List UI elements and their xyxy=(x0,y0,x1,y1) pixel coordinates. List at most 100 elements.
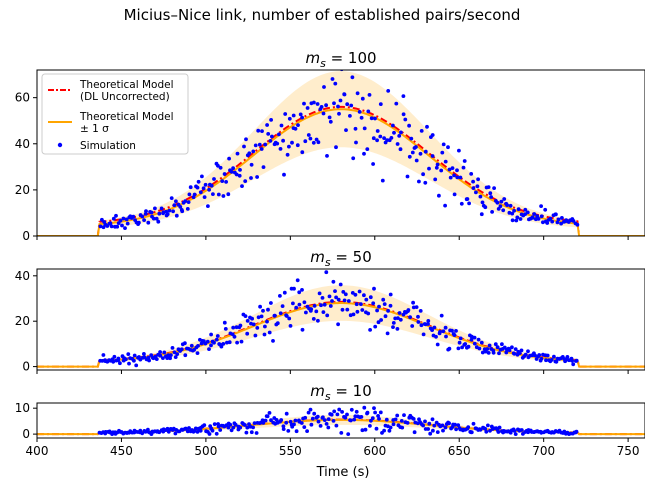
simulation-point xyxy=(111,359,116,364)
simulation-point xyxy=(237,173,242,178)
simulation-point xyxy=(261,308,265,313)
simulation-point xyxy=(206,204,210,209)
simulation-point xyxy=(565,355,570,359)
simulation-point xyxy=(333,81,338,86)
simulation-point xyxy=(266,132,271,136)
x-tick-label: 450 xyxy=(110,444,133,458)
simulation-point xyxy=(343,415,348,420)
y-tick-label: 0 xyxy=(22,229,30,243)
simulation-point xyxy=(354,302,359,307)
simulation-point xyxy=(174,199,178,204)
simulation-point xyxy=(311,140,316,145)
simulation-point xyxy=(341,290,346,294)
simulation-point xyxy=(403,117,408,122)
simulation-point xyxy=(292,422,296,427)
simulation-point xyxy=(539,356,544,361)
simulation-point xyxy=(259,314,264,319)
simulation-point xyxy=(138,428,143,433)
simulation-point xyxy=(259,147,264,151)
x-axis-label: Time (s) xyxy=(316,465,370,480)
simulation-point xyxy=(453,422,457,427)
simulation-point xyxy=(497,351,501,356)
simulation-point xyxy=(140,431,145,436)
simulation-point xyxy=(258,304,262,309)
simulation-point xyxy=(253,143,258,148)
simulation-point xyxy=(465,197,470,201)
simulation-point xyxy=(438,330,442,334)
simulation-point xyxy=(221,194,226,198)
simulation-point xyxy=(355,309,360,314)
simulation-point xyxy=(211,192,215,197)
simulation-point xyxy=(414,158,419,163)
simulation-point xyxy=(327,294,332,299)
simulation-point xyxy=(452,333,457,337)
simulation-point xyxy=(410,150,415,155)
simulation-point xyxy=(252,421,257,425)
simulation-point xyxy=(495,200,500,205)
simulation-point xyxy=(172,350,177,355)
simulation-point xyxy=(512,429,517,433)
simulation-point xyxy=(101,353,106,357)
simulation-point xyxy=(458,175,463,180)
x-tick-label: 550 xyxy=(279,444,302,458)
simulation-point xyxy=(333,289,337,293)
simulation-point xyxy=(192,348,197,352)
simulation-point xyxy=(183,426,188,431)
simulation-point xyxy=(303,415,308,420)
simulation-point xyxy=(282,172,286,177)
simulation-point xyxy=(275,141,280,146)
simulation-point xyxy=(477,346,482,351)
simulation-point xyxy=(280,304,285,308)
simulation-point xyxy=(414,305,419,309)
simulation-point xyxy=(274,418,279,422)
simulation-point xyxy=(532,212,537,216)
simulation-point xyxy=(512,351,517,356)
simulation-point xyxy=(209,183,214,188)
simulation-point xyxy=(533,353,537,358)
simulation-point xyxy=(315,102,320,106)
simulation-point xyxy=(308,407,313,412)
simulation-point xyxy=(335,412,340,417)
simulation-point xyxy=(346,299,351,303)
simulation-point xyxy=(267,330,272,335)
simulation-point xyxy=(339,70,344,72)
simulation-point xyxy=(245,425,250,430)
simulation-point xyxy=(423,419,427,424)
simulation-point xyxy=(256,128,261,133)
simulation-point xyxy=(486,185,491,190)
simulation-point xyxy=(287,316,292,321)
simulation-point xyxy=(421,423,425,428)
simulation-point xyxy=(425,124,429,129)
simulation-point xyxy=(278,294,282,298)
simulation-point xyxy=(281,427,286,431)
simulation-point xyxy=(439,168,444,173)
simulation-point xyxy=(376,414,380,418)
simulation-point xyxy=(278,147,283,151)
plot-area xyxy=(37,70,645,236)
chart-panel-1: 0 20 40 60 ms = 100 xyxy=(15,49,645,243)
simulation-point xyxy=(492,186,496,191)
simulation-point xyxy=(368,295,373,300)
simulation-point xyxy=(202,195,207,200)
simulation-point xyxy=(397,134,402,138)
simulation-point xyxy=(523,352,528,357)
simulation-point xyxy=(434,165,439,170)
simulation-point xyxy=(326,417,331,421)
simulation-point xyxy=(452,173,456,178)
simulation-point xyxy=(426,319,431,323)
simulation-point xyxy=(247,151,252,156)
simulation-point xyxy=(244,430,249,435)
simulation-point xyxy=(185,207,190,211)
simulation-point xyxy=(305,429,309,433)
simulation-point xyxy=(537,353,542,357)
simulation-point xyxy=(471,421,476,426)
simulation-point xyxy=(318,424,323,428)
simulation-point xyxy=(328,304,333,308)
panel-title: ms = 10 xyxy=(310,382,372,403)
y-tick-label: 40 xyxy=(15,137,30,151)
legend-label: Theoretical Model xyxy=(79,111,174,123)
simulation-point xyxy=(571,362,576,367)
simulation-point xyxy=(342,298,347,303)
simulation-point xyxy=(321,111,326,116)
figure-title: Micius–Nice link, number of established … xyxy=(124,6,521,24)
